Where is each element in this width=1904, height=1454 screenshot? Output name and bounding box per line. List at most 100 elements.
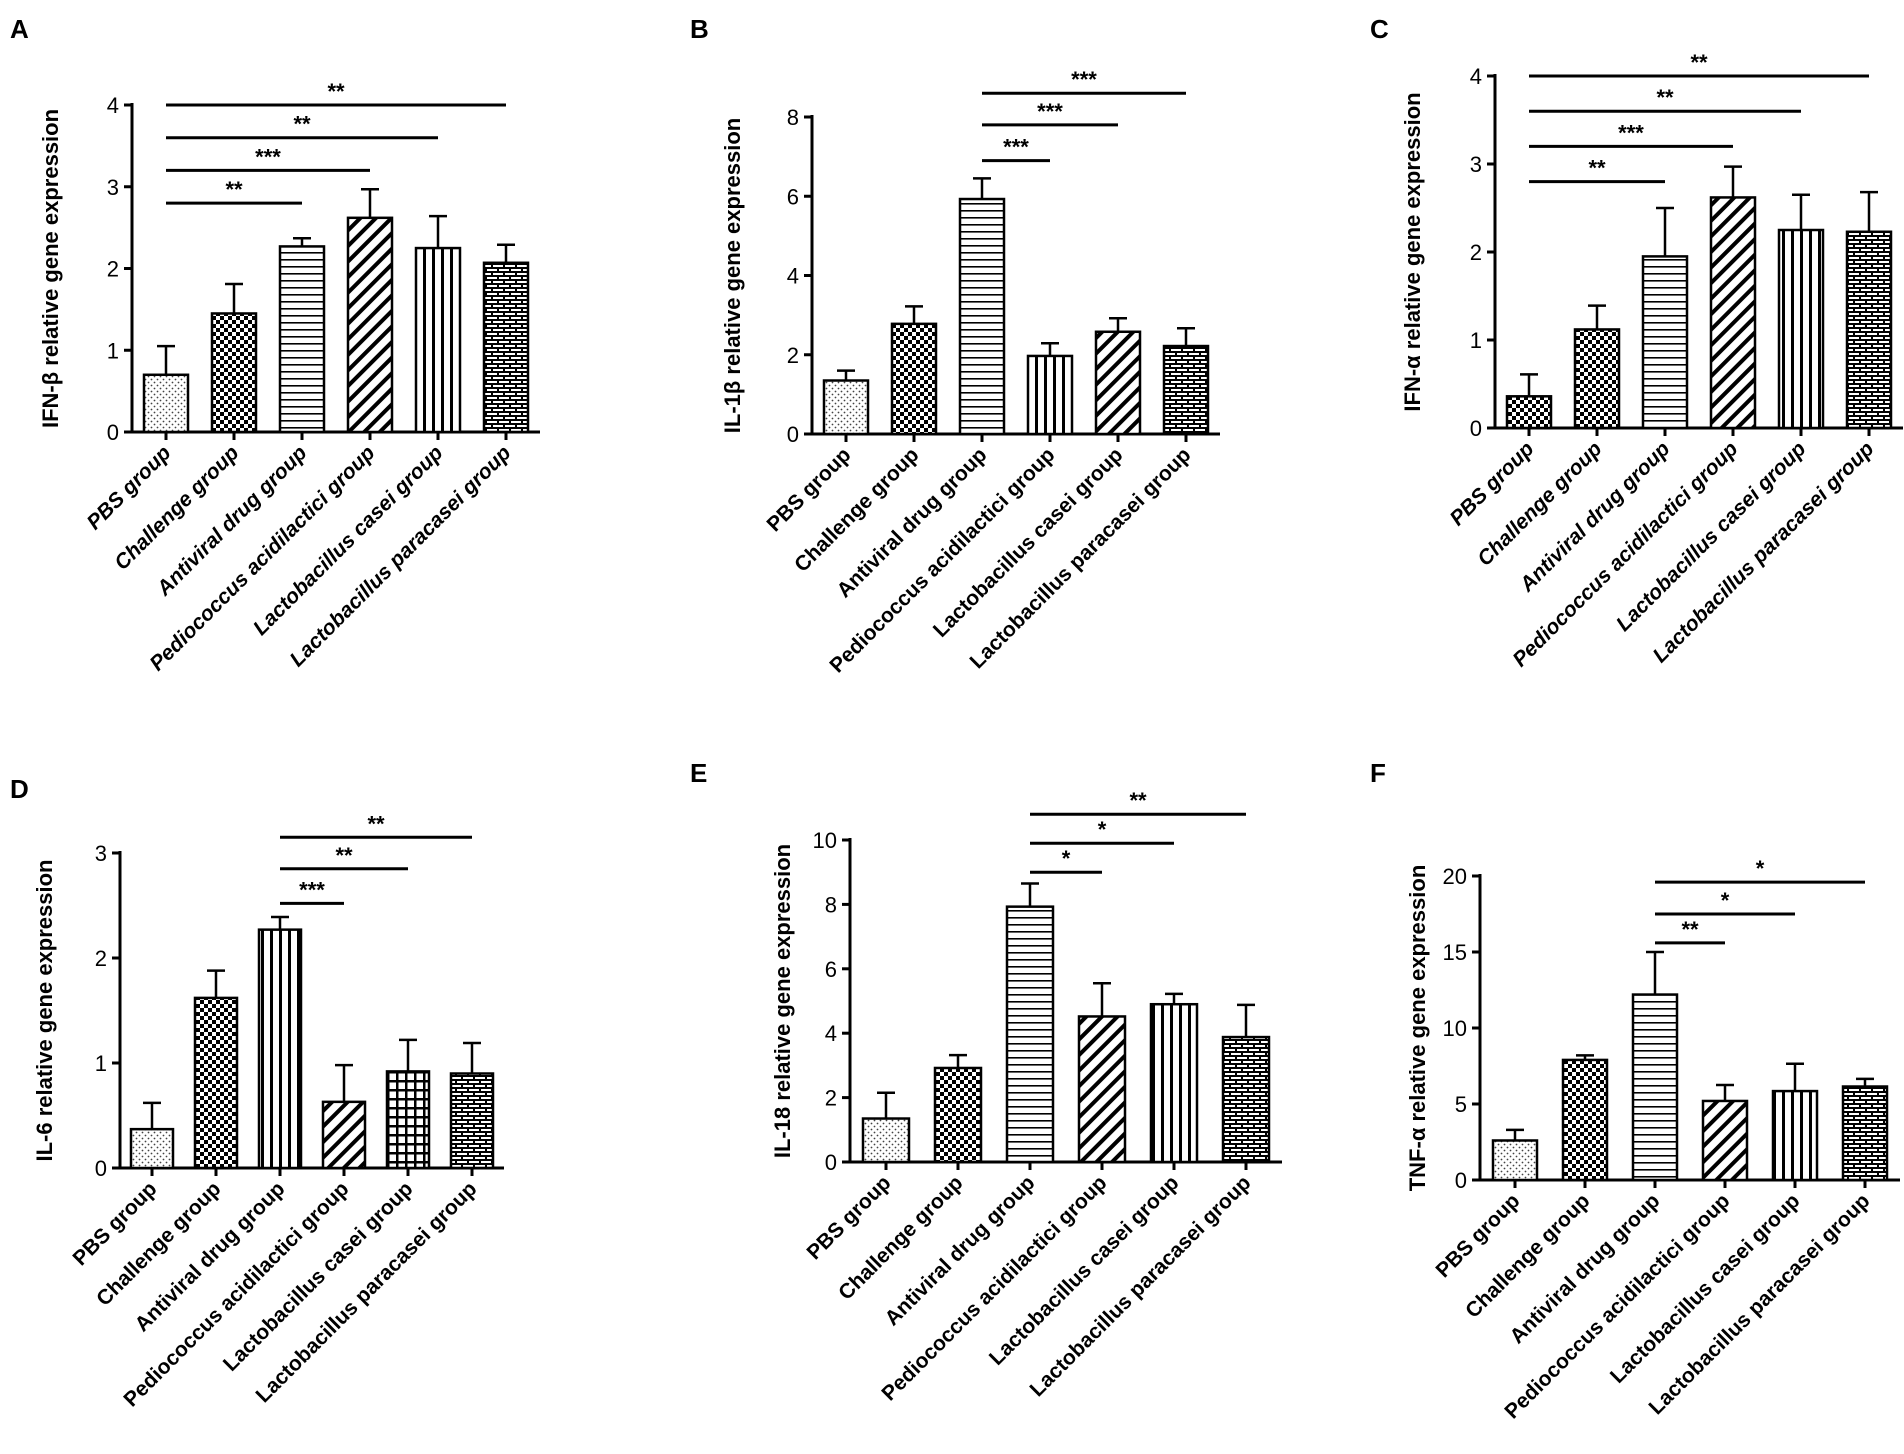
significance-label: ** xyxy=(293,112,311,137)
significance-label: ** xyxy=(1588,156,1606,181)
x-category-label: Challenge group xyxy=(1473,437,1607,571)
bar xyxy=(1094,330,1142,436)
bar xyxy=(385,1070,431,1170)
y-axis-label: IFN-β relative gene expression xyxy=(38,109,63,428)
significance-label: * xyxy=(1062,846,1071,871)
y-tick-label: 4 xyxy=(107,93,119,118)
bar xyxy=(958,197,1006,436)
bar xyxy=(1631,993,1679,1182)
y-tick-label: 15 xyxy=(1443,940,1467,965)
bar xyxy=(1221,1035,1271,1164)
y-tick-label: 10 xyxy=(1443,1016,1467,1041)
x-category-label: Pediococcus acidilactici group xyxy=(119,1177,353,1411)
y-tick-label: 0 xyxy=(1470,416,1482,441)
bar xyxy=(1162,344,1210,436)
significance-label: *** xyxy=(1618,120,1644,145)
x-category-label: Challenge group xyxy=(834,1171,967,1304)
panel-label-a: A xyxy=(10,14,29,44)
bar xyxy=(1771,1089,1819,1182)
significance-label: * xyxy=(1756,856,1765,881)
bar xyxy=(1505,395,1553,430)
panel-label-c: C xyxy=(1370,14,1389,44)
panel-label-b: B xyxy=(690,14,709,44)
bar xyxy=(257,928,303,1170)
significance-label: ** xyxy=(335,843,353,868)
significance-label: ** xyxy=(367,811,385,836)
x-category-label: Challenge group xyxy=(110,441,244,575)
significance-label: *** xyxy=(299,877,325,902)
bar xyxy=(414,246,462,434)
x-category-label: Challenge group xyxy=(1461,1189,1594,1322)
y-tick-label: 1 xyxy=(95,1051,107,1076)
y-tick-label: 5 xyxy=(1455,1092,1467,1117)
panel-label-e: E xyxy=(690,758,707,788)
bar xyxy=(321,1100,367,1170)
y-tick-label: 10 xyxy=(813,828,837,853)
y-tick-label: 20 xyxy=(1443,864,1467,889)
bar xyxy=(449,1072,495,1170)
bar xyxy=(1149,1002,1199,1164)
significance-label: *** xyxy=(1037,99,1063,124)
bar xyxy=(1709,196,1757,430)
panel-label-f: F xyxy=(1370,758,1386,788)
y-tick-label: 1 xyxy=(107,338,119,363)
x-category-label: Challenge group xyxy=(790,443,923,576)
y-tick-label: 3 xyxy=(107,175,119,200)
panel-label-d: D xyxy=(10,774,29,804)
bar xyxy=(210,312,258,434)
bar xyxy=(861,1117,911,1164)
y-tick-label: 6 xyxy=(825,957,837,982)
bar xyxy=(1641,255,1689,430)
significance-label: *** xyxy=(1071,67,1097,92)
bar xyxy=(142,373,190,434)
bar xyxy=(890,322,938,436)
y-tick-label: 1 xyxy=(1470,328,1482,353)
bar xyxy=(1845,230,1893,430)
bar xyxy=(1077,1015,1127,1164)
y-axis-label: IL-18 relative gene expression xyxy=(770,844,795,1158)
y-tick-label: 4 xyxy=(825,1021,837,1046)
bar xyxy=(1026,354,1074,436)
bar xyxy=(1561,1058,1609,1182)
bar xyxy=(1491,1139,1539,1182)
y-axis-label: TNF-α relative gene expression xyxy=(1405,865,1430,1192)
bar xyxy=(1777,228,1825,430)
significance-label: *** xyxy=(1003,135,1029,160)
bar xyxy=(1841,1085,1889,1182)
bar xyxy=(346,216,394,434)
bar xyxy=(278,245,326,434)
y-tick-label: 0 xyxy=(825,1150,837,1175)
bar xyxy=(1701,1099,1749,1182)
significance-label: ** xyxy=(1129,788,1147,813)
y-tick-label: 6 xyxy=(787,184,799,209)
bar xyxy=(193,996,239,1170)
y-tick-label: 2 xyxy=(107,257,119,282)
significance-label: ** xyxy=(327,79,345,104)
y-tick-label: 8 xyxy=(825,892,837,917)
significance-label: * xyxy=(1098,817,1107,842)
y-tick-label: 0 xyxy=(107,420,119,445)
bar xyxy=(822,379,870,436)
y-tick-label: 2 xyxy=(787,343,799,368)
bar xyxy=(129,1127,175,1170)
bar xyxy=(1573,328,1621,430)
significance-label: ** xyxy=(1681,917,1699,942)
y-tick-label: 2 xyxy=(1470,240,1482,265)
significance-label: ** xyxy=(1656,85,1674,110)
significance-label: * xyxy=(1721,888,1730,913)
panel-f: F 0 5 10 15 20 TNF-α relative gene expression… xyxy=(1370,758,1900,1423)
bar xyxy=(482,261,530,434)
y-tick-label: 8 xyxy=(787,105,799,130)
bar xyxy=(1005,905,1055,1164)
significance-label: ** xyxy=(225,177,243,202)
y-tick-label: 4 xyxy=(787,264,799,289)
y-tick-label: 2 xyxy=(95,946,107,971)
y-tick-label: 2 xyxy=(825,1086,837,1111)
y-tick-label: 0 xyxy=(95,1156,107,1181)
y-tick-label: 0 xyxy=(1455,1168,1467,1193)
